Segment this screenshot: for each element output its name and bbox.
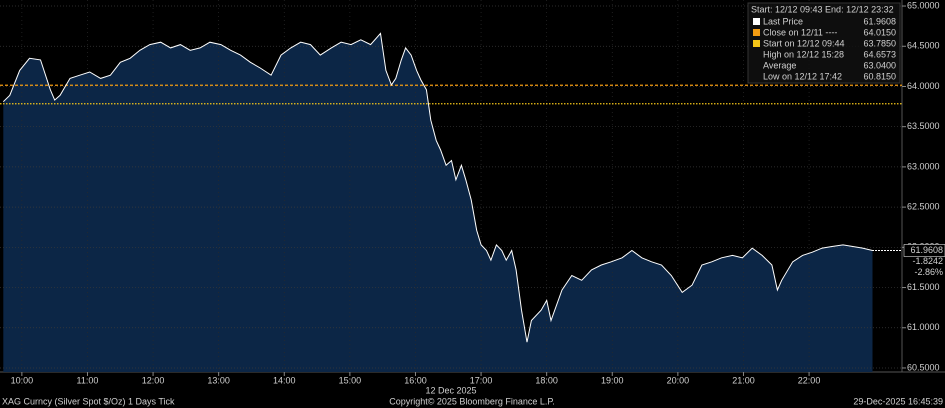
x-tick-label: 21:00: [732, 375, 755, 385]
legend-swatch: [753, 40, 760, 47]
legend-label: High on 12/12 15:28: [763, 49, 844, 59]
x-tick-label: 11:00: [77, 375, 99, 385]
legend-header: Start: 12/12 09:43 End: 12/12 23:32: [751, 4, 894, 14]
legend-value: 64.0150: [863, 27, 896, 37]
legend-label: Start on 12/12 09:44: [763, 38, 845, 48]
footer-center: Copyright© 2025 Bloomberg Finance L.P.: [389, 396, 555, 406]
legend-value: 61.9608: [863, 16, 896, 26]
x-tick-label: 17:00: [470, 375, 493, 385]
last-price-box: [903, 244, 945, 257]
legend-box: [747, 2, 901, 84]
price-line: [2, 32, 873, 343]
x-tick-label: 13:00: [207, 375, 230, 385]
legend-swatch: [753, 18, 760, 25]
y-tick-label: 63.5000: [907, 121, 940, 131]
y-tick-label: 64.5000: [907, 41, 940, 51]
x-tick-label: 20:00: [667, 375, 690, 385]
y-tick-label: 65.0000: [907, 0, 940, 10]
legend-label: Average: [763, 60, 796, 70]
x-axis-label: 12 Dec 2025: [425, 385, 476, 395]
x-tick-label: 22:00: [798, 375, 821, 385]
y-tick-label: 61.0000: [907, 322, 940, 332]
last-price-label: -1.8242: [912, 256, 943, 266]
y-tick-label: 60.5000: [907, 362, 940, 372]
x-tick-label: 16:00: [404, 375, 427, 385]
x-tick-label: 12:00: [142, 375, 165, 385]
area-fill: [3, 33, 873, 373]
legend-label: Close on 12/11 ----: [763, 27, 837, 37]
x-tick-label: 18:00: [535, 375, 558, 385]
legend-value: 64.6573: [863, 49, 896, 59]
y-tick-label: 62.5000: [907, 201, 940, 211]
x-tick-label: 10:00: [11, 375, 34, 385]
last-price-label: 61.9608: [910, 245, 943, 255]
legend-label: Last Price: [763, 16, 803, 26]
legend-swatch: [753, 29, 760, 36]
y-tick-label: 61.5000: [907, 282, 940, 292]
legend-value: 63.7850: [863, 38, 896, 48]
y-tick-label: 64.0000: [907, 81, 940, 91]
footer-right: 29-Dec-2025 16:45:39: [853, 396, 943, 406]
x-tick-label: 14:00: [273, 375, 296, 385]
legend-value: 60.8150: [863, 71, 896, 81]
legend-value: 63.0400: [863, 60, 896, 70]
footer-left: XAG Curncy (Silver Spot $/Oz) 1 Days Tic…: [2, 396, 175, 406]
x-tick-label: 19:00: [601, 375, 624, 385]
legend-label: Low on 12/12 17:42: [763, 71, 842, 81]
x-tick-label: 15:00: [339, 375, 362, 385]
plot-layer: [3, 33, 873, 373]
y-tick-label: 63.0000: [907, 161, 940, 171]
last-price-label: -2.86%: [914, 267, 943, 277]
